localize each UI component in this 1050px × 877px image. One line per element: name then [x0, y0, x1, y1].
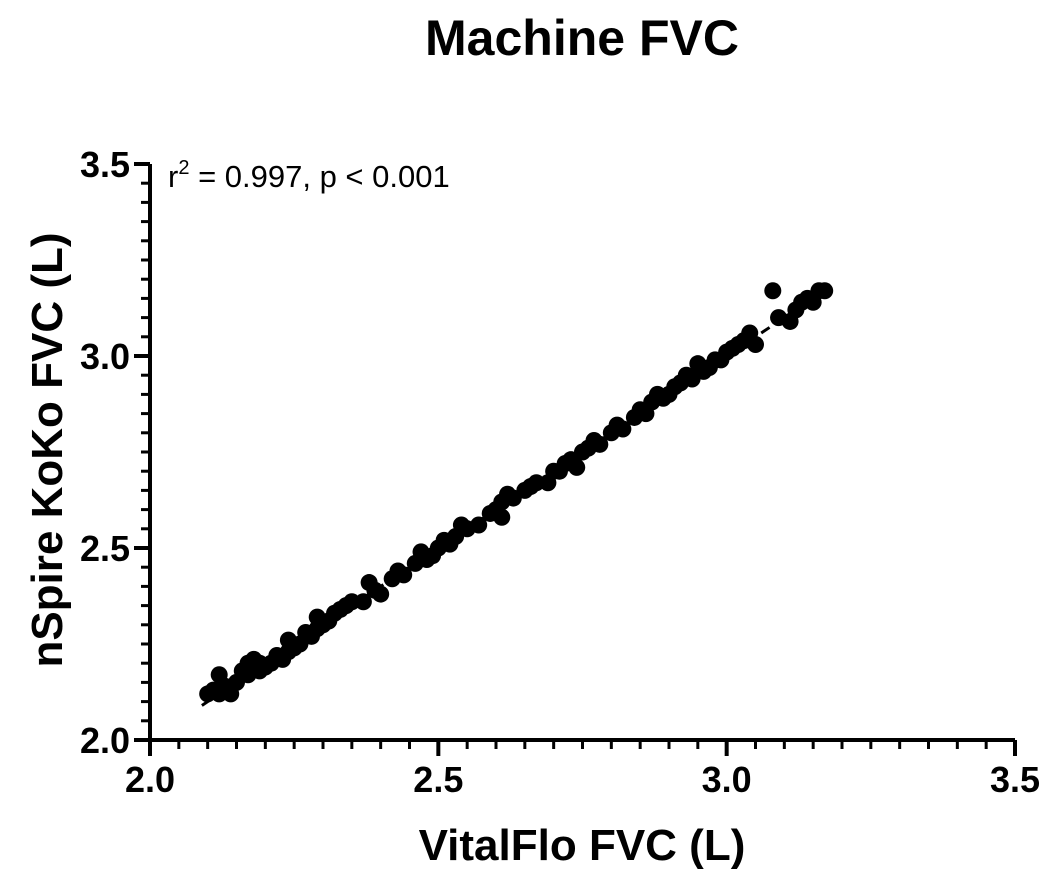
x-tick-label: 2.0	[125, 759, 175, 800]
data-point	[747, 335, 764, 353]
tick-labels: 2.0 2.5 3.0 3.5 2.0 2.5 3.0 3.5	[80, 144, 1040, 800]
r-squared-annotation: r2 = 0.997, p < 0.001	[168, 157, 450, 194]
data-point	[614, 420, 632, 438]
data-point	[591, 435, 609, 453]
data-point	[395, 566, 413, 584]
data-point	[568, 458, 586, 476]
axes	[134, 162, 1017, 756]
data-point	[470, 516, 488, 534]
x-axis-label: VitalFlo FVC (L)	[419, 821, 746, 870]
annotation-r: r	[168, 159, 178, 194]
y-axis-label: nSpire KoKo FVC (L)	[23, 232, 72, 667]
data-point	[372, 585, 390, 603]
annotation-text: = 0.997, p < 0.001	[189, 159, 449, 194]
y-tick-label: 2.0	[80, 720, 130, 761]
y-tick-label: 2.5	[80, 528, 130, 569]
data-point	[816, 282, 834, 300]
chart-title: Machine FVC	[425, 10, 739, 66]
x-tick-label: 3.5	[990, 759, 1040, 800]
data-point	[493, 508, 511, 526]
y-tick-label: 3.0	[80, 336, 130, 377]
data-point	[354, 593, 372, 611]
y-tick-label: 3.5	[80, 144, 130, 185]
x-tick-label: 3.0	[702, 759, 752, 800]
x-tick-label: 2.5	[413, 759, 463, 800]
data-points	[199, 282, 834, 703]
data-point	[764, 282, 782, 300]
annotation-superscript: 2	[178, 157, 189, 179]
